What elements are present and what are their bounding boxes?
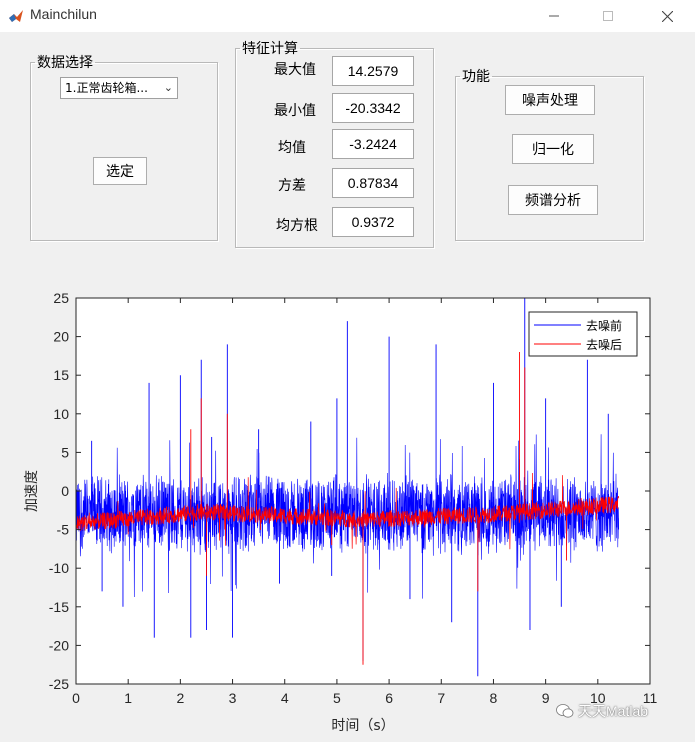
legend-label-0: 去噪前 bbox=[586, 318, 622, 333]
x-tick-label-7: 7 bbox=[437, 690, 445, 706]
y-tick-label-3: 10 bbox=[53, 406, 69, 422]
watermark: 天天Matlab bbox=[556, 701, 648, 721]
x-tick-label-3: 3 bbox=[229, 690, 237, 706]
spectrum-button[interactable]: 频谱分析 bbox=[508, 185, 598, 215]
feature-calc-panel: 特征计算 bbox=[235, 38, 434, 248]
minimize-button[interactable] bbox=[531, 0, 577, 32]
window-title: Mainchilun bbox=[30, 6, 97, 22]
x-tick-label-8: 8 bbox=[490, 690, 498, 706]
rms-value-field[interactable]: 0.9372 bbox=[332, 207, 414, 237]
min-value-field[interactable]: -20.3342 bbox=[332, 93, 414, 123]
watermark-text: 天天Matlab bbox=[578, 703, 649, 719]
dataset-select[interactable]: 1.正常齿轮箱... ⌄ bbox=[60, 77, 178, 99]
variance-label: 方差 bbox=[278, 178, 306, 194]
y-tick-label-6: -5 bbox=[57, 522, 70, 538]
maximize-icon bbox=[603, 11, 613, 21]
legend-box bbox=[528, 311, 638, 357]
data-selection-panel: 数据选择 bbox=[30, 52, 218, 241]
y-tick-label-2: 15 bbox=[53, 367, 69, 383]
y-tick-label-9: -20 bbox=[49, 637, 69, 653]
maximize-button[interactable] bbox=[585, 0, 631, 32]
x-tick-label-11: 11 bbox=[643, 690, 658, 706]
close-button[interactable] bbox=[644, 0, 690, 32]
x-tick-label-10: 10 bbox=[590, 690, 606, 706]
x-tick-label-4: 4 bbox=[281, 690, 289, 706]
y-tick-label-10: -25 bbox=[49, 676, 69, 692]
x-tick-label-5: 5 bbox=[333, 690, 341, 706]
variance-value-field[interactable]: 0.87834 bbox=[332, 168, 414, 198]
y-tick-label-0: 25 bbox=[53, 290, 69, 306]
minimize-icon bbox=[549, 15, 559, 17]
y-tick-label-4: 5 bbox=[61, 444, 69, 460]
select-confirm-button[interactable]: 选定 bbox=[93, 157, 147, 185]
data-selection-legend: 数据选择 bbox=[37, 55, 93, 71]
y-tick-label-1: 20 bbox=[53, 329, 69, 345]
y-tick-label-5: 0 bbox=[61, 483, 69, 499]
denoise-button[interactable]: 噪声处理 bbox=[505, 85, 595, 115]
x-tick-label-1: 1 bbox=[124, 690, 132, 706]
function-panel: 功能 bbox=[455, 66, 644, 241]
mean-value-field[interactable]: -3.2424 bbox=[332, 129, 414, 159]
min-label: 最小值 bbox=[274, 103, 316, 119]
x-tick-label-9: 9 bbox=[542, 690, 550, 706]
rms-label: 均方根 bbox=[276, 218, 318, 234]
max-label: 最大值 bbox=[274, 62, 316, 78]
series-denoised-line bbox=[75, 472, 620, 550]
max-value-field[interactable]: 14.2579 bbox=[332, 56, 414, 86]
feature-calc-legend: 特征计算 bbox=[242, 41, 298, 57]
matlab-logo-icon bbox=[9, 10, 23, 22]
function-legend: 功能 bbox=[462, 69, 490, 85]
close-icon bbox=[661, 10, 673, 22]
x-axis-label: 时间（s） bbox=[331, 718, 394, 734]
x-tick-label-6: 6 bbox=[385, 690, 393, 706]
x-tick-label-2: 2 bbox=[176, 690, 184, 706]
x-tick-label-0: 0 bbox=[72, 690, 80, 706]
dataset-select-value: 1.正常齿轮箱... bbox=[65, 81, 148, 95]
chevron-down-icon: ⌄ bbox=[163, 81, 173, 94]
legend-label-1: 去噪后 bbox=[586, 338, 622, 352]
y-tick-label-7: -10 bbox=[49, 560, 69, 576]
title-bar: Mainchilun bbox=[0, 0, 695, 32]
y-tick-label-8: -15 bbox=[49, 599, 69, 615]
wechat-logo-icon bbox=[556, 704, 574, 718]
y-axis-label: 加速度 bbox=[24, 470, 40, 512]
mean-label: 均值 bbox=[278, 140, 306, 156]
normalize-button[interactable]: 归一化 bbox=[512, 134, 594, 164]
